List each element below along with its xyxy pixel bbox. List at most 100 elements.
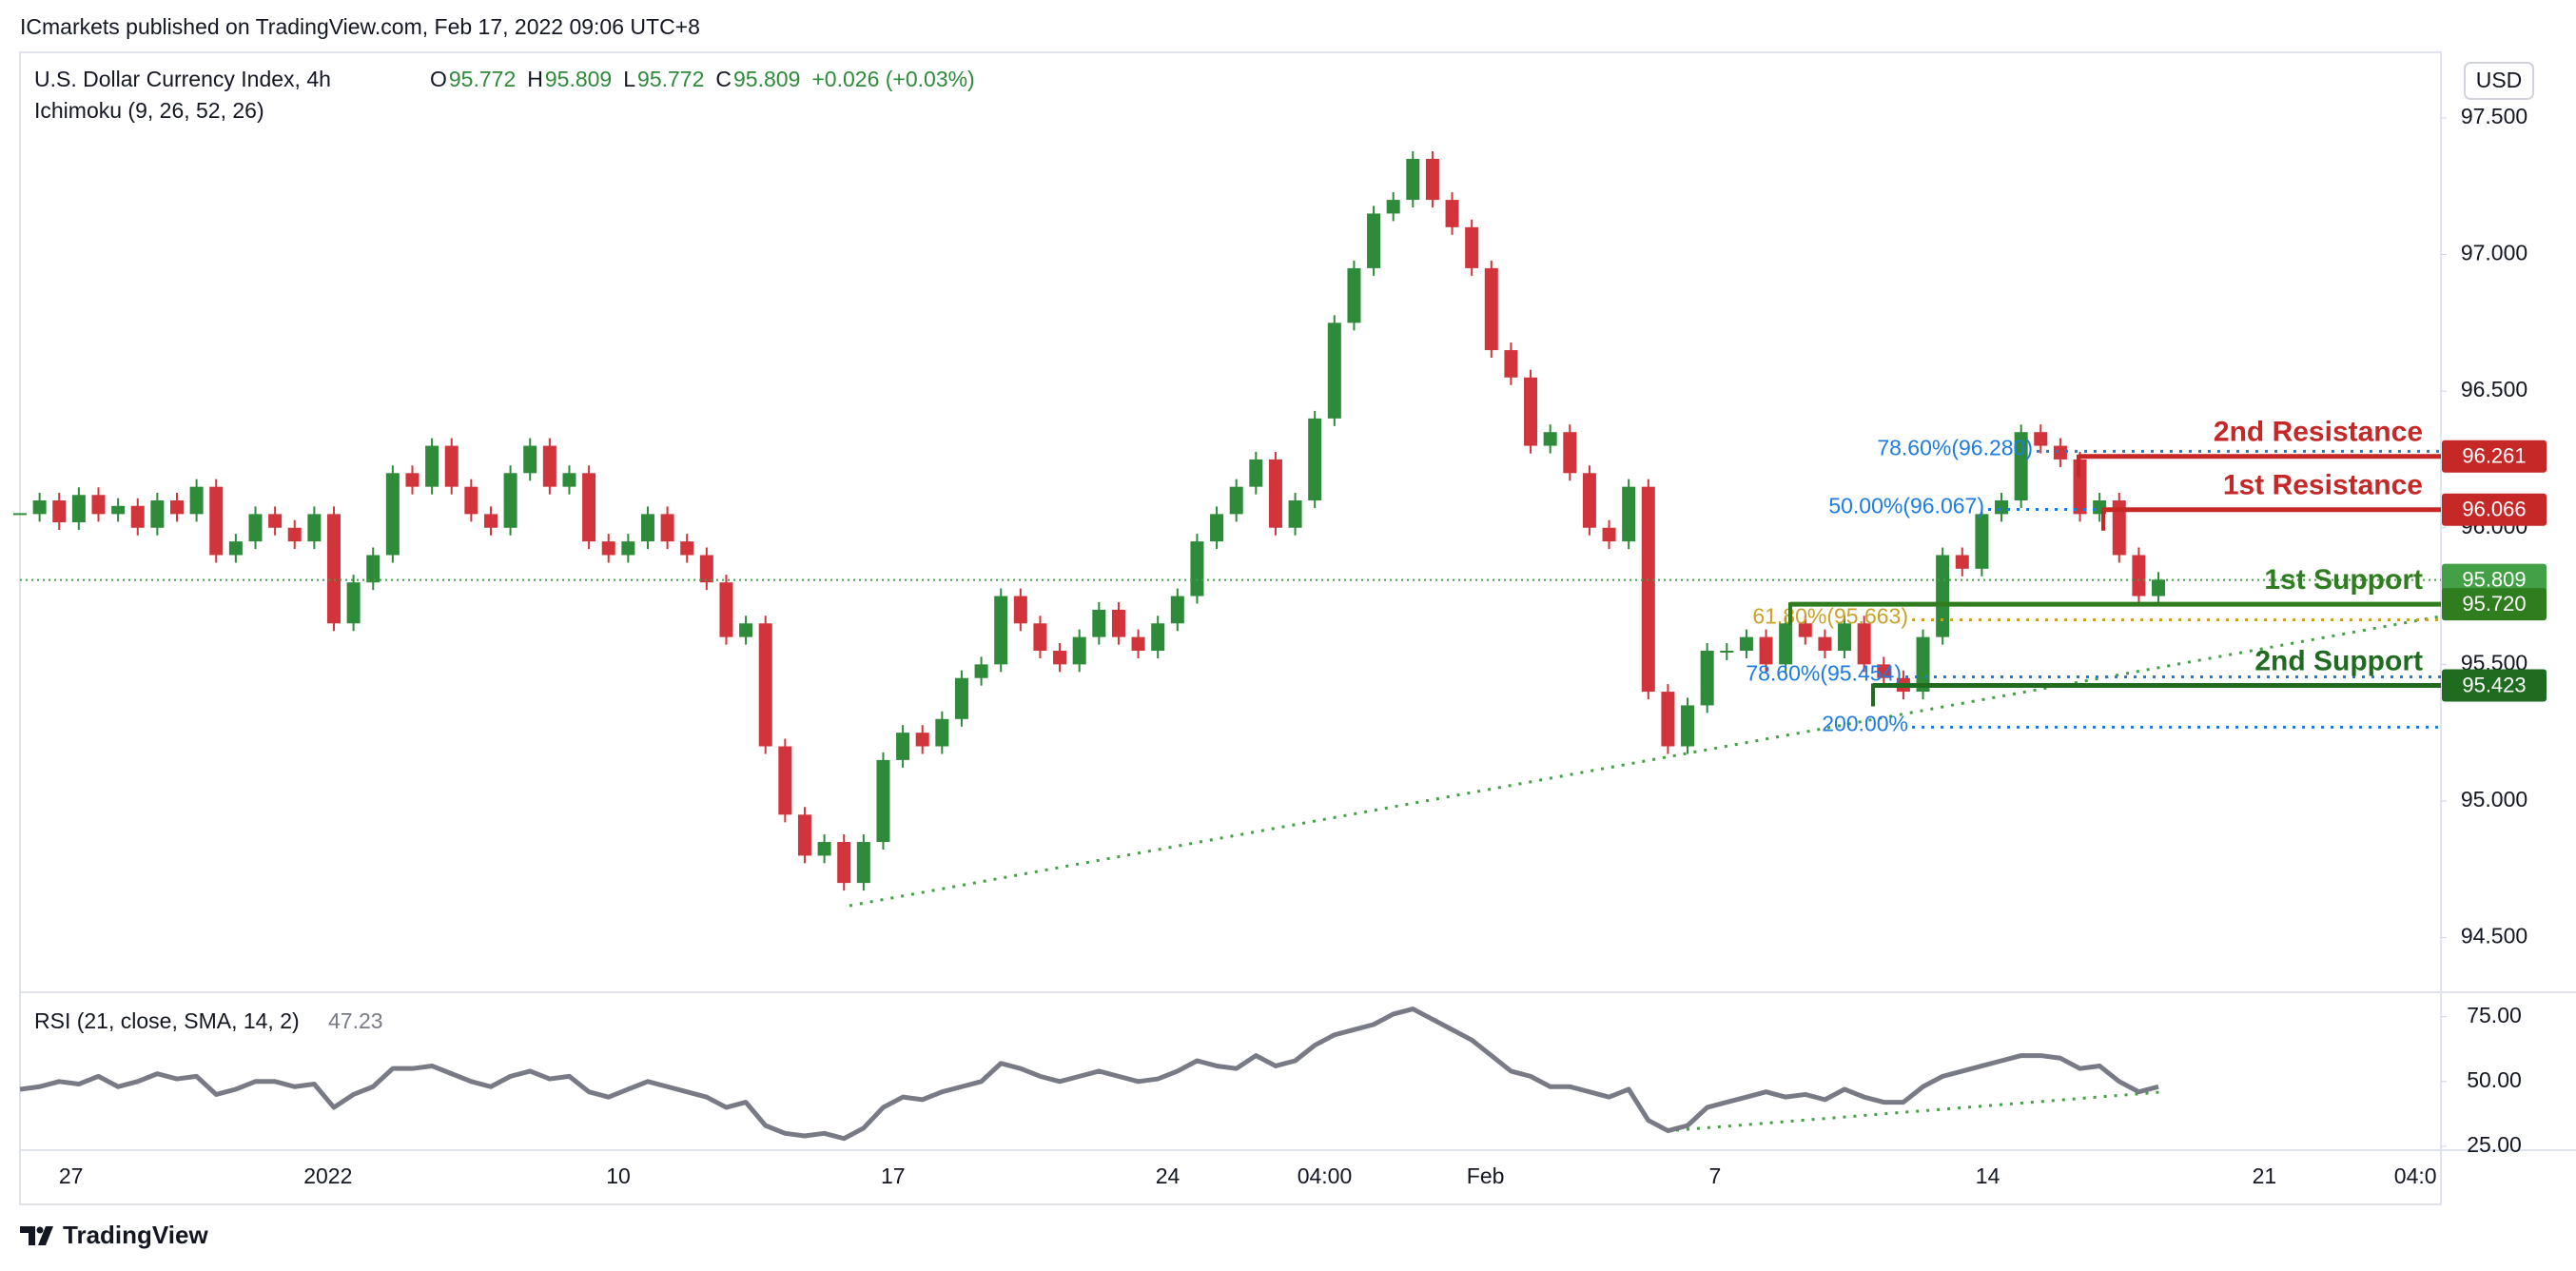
candle <box>1759 636 1773 665</box>
candle <box>150 500 165 528</box>
candle <box>1661 692 1675 747</box>
candle <box>817 842 831 856</box>
x-tick-label: 27 <box>59 1163 84 1188</box>
tradingview-logo <box>20 1226 53 1245</box>
candle <box>1641 486 1655 693</box>
candle <box>1857 623 1871 665</box>
currency-box[interactable] <box>2464 62 2534 100</box>
last-price-tag: 95.809 <box>2462 567 2526 591</box>
candle <box>1229 486 1243 515</box>
rsi-line <box>20 1007 2159 1142</box>
level-price-tag: 95.720 <box>2462 592 2526 616</box>
candle <box>1131 636 1145 651</box>
ohlc-value: 95.772 <box>449 67 516 91</box>
y-tick-label: 96.500 <box>2461 377 2527 401</box>
candle <box>1151 623 1165 651</box>
candle <box>994 596 1008 665</box>
candle <box>483 514 498 528</box>
footer-brand: TradingView <box>63 1221 208 1249</box>
candle <box>1995 500 2009 515</box>
candle <box>974 664 988 678</box>
candle <box>1582 473 1596 528</box>
candle <box>1268 459 1282 528</box>
candle <box>680 541 694 556</box>
y-tick-label: 75.00 <box>2467 1003 2522 1027</box>
candle <box>1386 200 1400 214</box>
candle <box>1622 486 1636 542</box>
candle <box>778 746 792 815</box>
x-tick-label: 17 <box>881 1163 906 1188</box>
candle <box>1818 636 1832 651</box>
publisher-header: ICmarkets published on TradingView.com, … <box>20 14 700 39</box>
candle <box>1504 350 1518 378</box>
candle <box>1700 650 1714 706</box>
candle <box>2053 445 2067 460</box>
y-tick-label: 97.500 <box>2461 104 2527 128</box>
candle <box>2112 500 2126 556</box>
candle <box>1111 609 1125 637</box>
y-tick-label: 50.00 <box>2467 1067 2522 1092</box>
ohlc-value: 95.772 <box>637 67 704 91</box>
candle <box>52 500 67 522</box>
candle <box>562 473 576 487</box>
candle <box>1210 514 1224 542</box>
candle <box>1288 500 1302 528</box>
candle <box>405 473 420 487</box>
ohlc-key: L <box>623 67 635 91</box>
candle <box>1190 541 1204 596</box>
candle <box>209 486 224 556</box>
candle <box>1877 664 1891 678</box>
candle <box>1798 623 1812 637</box>
fib-label: 50.00%(96.067) <box>1828 494 1984 518</box>
fib-label: 78.60%(96.280) <box>1877 435 2033 460</box>
candle <box>1563 432 1577 474</box>
rsi-title: RSI (21, close, SMA, 14, 2) <box>34 1008 300 1033</box>
candle <box>2152 579 2166 596</box>
candle <box>2034 432 2048 446</box>
last-price-tag-box <box>2442 563 2547 596</box>
candle <box>287 527 302 542</box>
candle <box>1936 555 1950 637</box>
x-tick-label: 04:0 <box>2394 1163 2437 1188</box>
candle <box>385 473 400 556</box>
level-price-tag: 95.423 <box>2462 673 2526 696</box>
candle <box>640 514 654 542</box>
candle <box>1327 323 1341 419</box>
candle <box>660 514 674 542</box>
trendline <box>849 615 2441 908</box>
candle <box>1013 596 1027 624</box>
x-tick-label: 24 <box>1156 1163 1181 1188</box>
candle <box>1779 623 1793 665</box>
level-price-tag-box <box>2442 493 2547 526</box>
candle <box>739 623 753 637</box>
candle <box>346 582 361 624</box>
ohlc-key: H <box>527 67 543 91</box>
symbol-title: U.S. Dollar Currency Index, 4h <box>34 67 331 91</box>
candle <box>621 541 635 556</box>
ohlc-change: +0.026 (+0.03%) <box>811 67 974 91</box>
candle <box>444 445 459 487</box>
candle <box>503 473 517 528</box>
candle <box>896 733 910 760</box>
rsi-trendline <box>1675 1090 2161 1132</box>
currency-label: USD <box>2476 68 2523 92</box>
candle <box>248 514 263 542</box>
y-tick-label: 95.000 <box>2461 787 2527 811</box>
candle <box>1838 623 1852 651</box>
candle <box>268 514 283 528</box>
candle <box>1445 200 1459 227</box>
candle <box>1465 226 1479 268</box>
x-tick-label: 14 <box>1976 1163 2000 1188</box>
candle <box>1367 213 1381 268</box>
candle <box>1053 650 1067 665</box>
candle <box>1308 418 1322 501</box>
candle <box>1955 555 1969 569</box>
level-price-tag: 96.261 <box>2462 444 2526 468</box>
candle <box>189 486 204 515</box>
candle <box>1602 527 1616 542</box>
candle <box>582 473 596 542</box>
x-tick-label: Feb <box>1467 1163 1505 1188</box>
candle <box>71 495 86 522</box>
